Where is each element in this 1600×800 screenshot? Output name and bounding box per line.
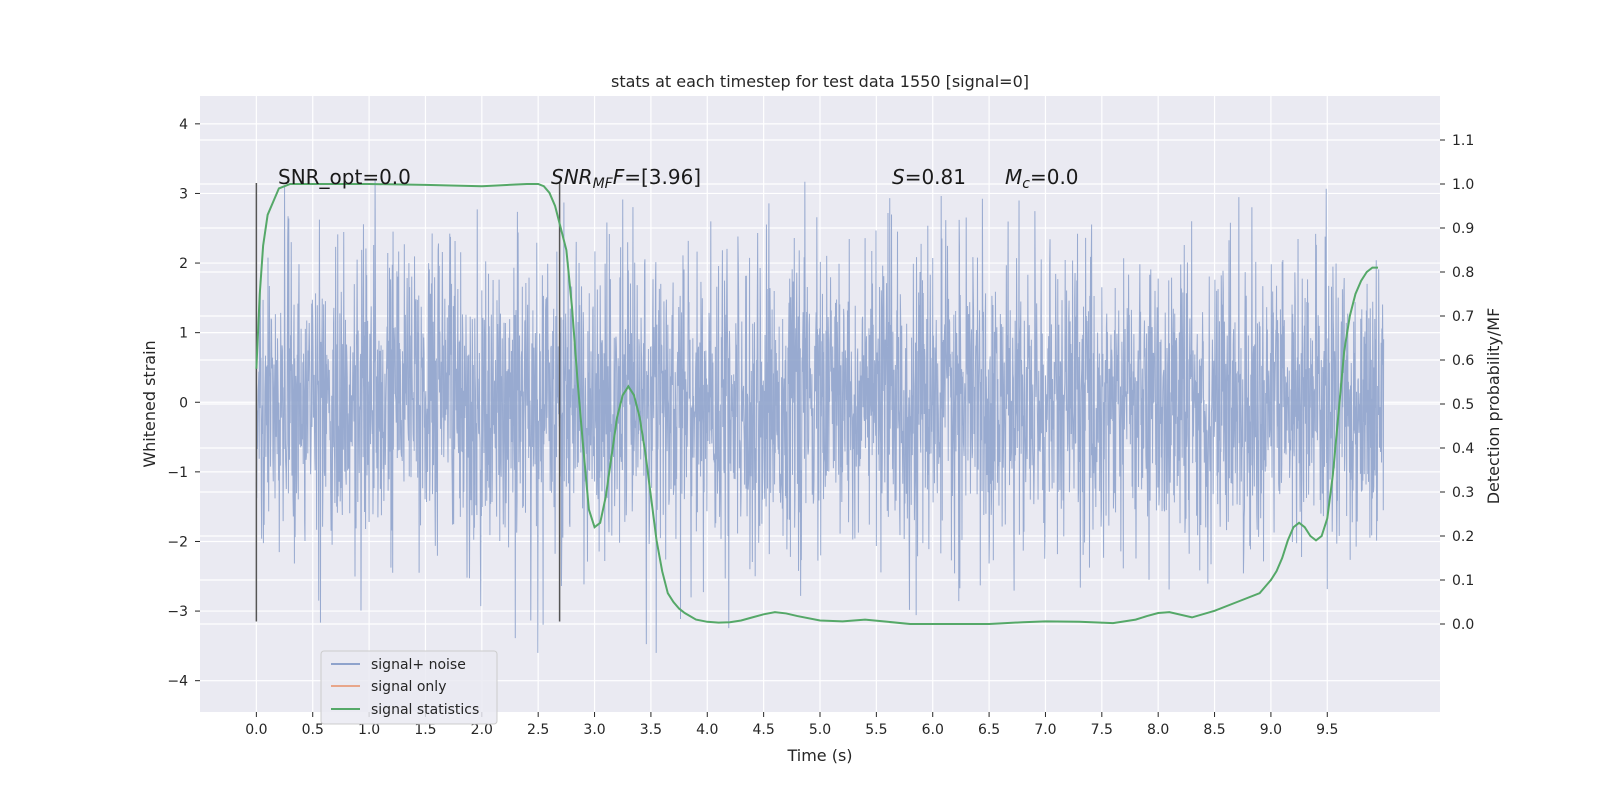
series-signal-noise (255, 180, 1385, 653)
annotation-mc-sub: c (1022, 176, 1030, 192)
y-right-tick-label: 1.0 (1452, 177, 1474, 193)
signal-noise-line (255, 180, 1385, 653)
y-axis-left-label: Whitened strain (140, 340, 159, 467)
annotation-mc-base: M (1005, 165, 1022, 189)
annotation-mc-value: =0.0 (1030, 165, 1079, 189)
x-axis-ticks: 0.0 0.5 1.0 1.5 2.0 2.5 3.0 3.5 4.0 4.5 5.0 5.5 6.0 6… (245, 712, 1338, 738)
y-right-tick-label: 0.6 (1452, 353, 1474, 369)
x-axis-label: Time (s) (786, 746, 852, 765)
annotation-s-base: S (892, 165, 905, 189)
y-left-tick-label: 3 (179, 186, 188, 202)
x-tick-label: 1.5 (414, 722, 436, 738)
y-right-tick-label: 0.7 (1452, 309, 1474, 325)
legend-box (320, 650, 498, 725)
y-right-tick-label: 1.1 (1452, 133, 1474, 149)
y-right-tick-label: 0.5 (1452, 397, 1474, 413)
y-right-tick-label: 0.4 (1452, 441, 1474, 457)
annotation-snr-opt: SNR_opt=0.0 (278, 165, 411, 189)
annotation-mc: Mc=0.0 (1005, 165, 1079, 192)
annotation-s-value: =0.81 (905, 165, 966, 189)
signal-statistics-line (255, 183, 1378, 625)
x-tick-label: 4.0 (696, 722, 718, 738)
x-tick-label: 9.0 (1260, 722, 1282, 738)
series-signal-statistics (255, 183, 1378, 625)
x-tick-label: 7.0 (1034, 722, 1056, 738)
y-left-tick-label: 4 (179, 117, 188, 133)
y-left-tick-label: −1 (167, 465, 188, 481)
y-left-tick-label: −2 (167, 534, 188, 550)
y-axis-right-ticks: 1.1 1.0 0.9 0.8 0.7 0.6 0.5 0.4 0.3 0.2 0.1 0.0 (1440, 133, 1474, 633)
y-left-tick-label: −4 (167, 674, 188, 690)
annotation-s: S=0.81 (892, 165, 966, 189)
x-tick-label: 0.5 (302, 722, 324, 738)
y-right-tick-label: 0.3 (1452, 485, 1474, 501)
y-left-tick-label: 1 (179, 326, 188, 342)
x-tick-label: 4.5 (753, 722, 775, 738)
annotation-snr-mf-sub: MF (593, 176, 614, 192)
x-tick-label: 6.5 (978, 722, 1000, 738)
y-right-tick-label: 0.0 (1452, 617, 1474, 633)
legend: signal+ noise signal only signal statist… (320, 650, 498, 725)
annotations: SNR_opt=0.0 SNRMFF=[3.96] S=0.81 Mc=0.0 (278, 165, 1079, 192)
x-tick-label: 3.5 (640, 722, 662, 738)
annotation-snr-mf-f: F (613, 165, 625, 189)
y-left-tick-label: 2 (179, 256, 188, 272)
legend-label-signal-only: signal only (371, 679, 446, 695)
chart-title: stats at each timestep for test data 155… (611, 72, 1029, 91)
y-axis-right-label: Detection probability/MF (1484, 308, 1503, 505)
x-tick-label: 5.5 (865, 722, 887, 738)
x-tick-label: 3.0 (583, 722, 605, 738)
y-left-tick-label: −3 (167, 604, 188, 620)
legend-label-signal-noise: signal+ noise (371, 657, 466, 673)
x-tick-label: 5.0 (809, 722, 831, 738)
x-tick-label: 8.0 (1147, 722, 1169, 738)
legend-label-signal-statistics: signal statistics (371, 702, 479, 718)
vertical-markers (255, 183, 561, 622)
annotation-snr-mf: SNRMFF=[3.96] (551, 165, 701, 192)
x-tick-label: 6.0 (922, 722, 944, 738)
annotation-snr-mf-base: SNR (551, 165, 593, 189)
y-right-tick-label: 0.8 (1452, 265, 1474, 281)
y-axis-left-ticks: 4 3 2 1 0 −1 −2 −3 −4 (167, 117, 200, 690)
x-tick-label: 8.5 (1203, 722, 1225, 738)
y-right-tick-label: 0.2 (1452, 529, 1474, 545)
x-tick-label: 2.0 (471, 722, 493, 738)
annotation-snr-mf-value: =[3.96] (624, 165, 701, 189)
y-right-tick-label: 0.9 (1452, 221, 1474, 237)
x-tick-label: 0.0 (245, 722, 267, 738)
x-tick-label: 9.5 (1316, 722, 1338, 738)
y-left-tick-label: 0 (179, 395, 188, 411)
x-tick-label: 2.5 (527, 722, 549, 738)
x-tick-label: 7.5 (1091, 722, 1113, 738)
y-right-tick-label: 0.1 (1452, 573, 1474, 589)
x-tick-label: 1.0 (358, 722, 380, 738)
